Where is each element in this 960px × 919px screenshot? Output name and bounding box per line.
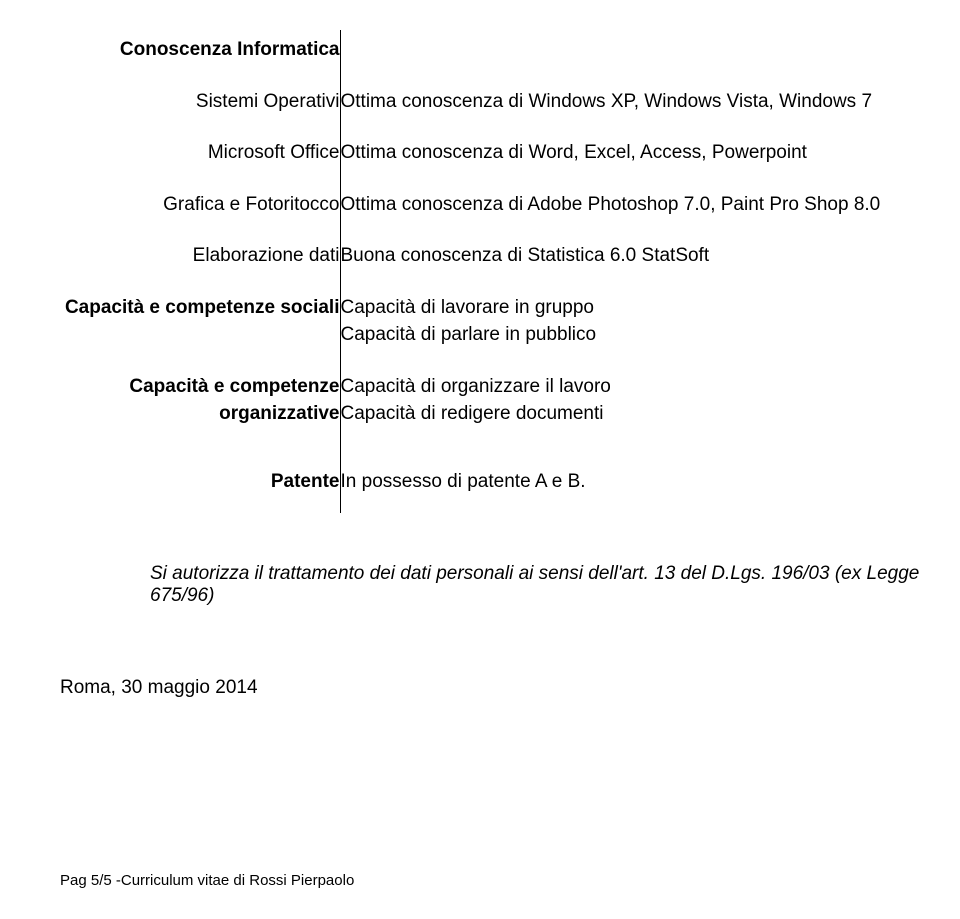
label-social: Capacità e competenze sociali [60, 288, 340, 355]
value-license: In possesso di patente A e B. [340, 462, 940, 502]
date-line: Roma, 30 maggio 2014 [60, 677, 940, 699]
value-data: Buona conoscenza di Statistica 6.0 StatS… [340, 236, 940, 276]
empty-cell [340, 30, 940, 70]
label-os: Sistemi Operativi [60, 82, 340, 122]
section-heading: Conoscenza Informatica [60, 30, 340, 70]
label-license: Patente [60, 462, 340, 502]
privacy-note: Si autorizza il trattamento dei dati per… [150, 563, 940, 607]
label-office: Microsoft Office [60, 133, 340, 173]
label-org: Capacità e competenze organizzative [60, 367, 340, 434]
value-org-1: Capacità di organizzare il lavoro [341, 373, 941, 401]
value-social-2: Capacità di parlare in pubblico [341, 321, 941, 349]
label-graphics: Grafica e Fotoritocco [60, 185, 340, 225]
value-graphics: Ottima conoscenza di Adobe Photoshop 7.0… [340, 185, 940, 225]
value-social: Capacità di lavorare in gruppo Capacità … [340, 288, 940, 355]
label-org-2: organizzative [60, 400, 340, 428]
value-os: Ottima conoscenza di Windows XP, Windows… [340, 82, 940, 122]
page-footer: Pag 5/5 -Curriculum vitae di Rossi Pierp… [60, 872, 354, 889]
value-org-2: Capacità di redigere documenti [341, 400, 941, 428]
value-org: Capacità di organizzare il lavoro Capaci… [340, 367, 940, 434]
cv-table: Conoscenza Informatica Sistemi Operativi… [60, 30, 940, 513]
value-office: Ottima conoscenza di Word, Excel, Access… [340, 133, 940, 173]
value-social-1: Capacità di lavorare in gruppo [341, 294, 941, 322]
label-data: Elaborazione dati [60, 236, 340, 276]
label-org-1: Capacità e competenze [60, 373, 340, 401]
